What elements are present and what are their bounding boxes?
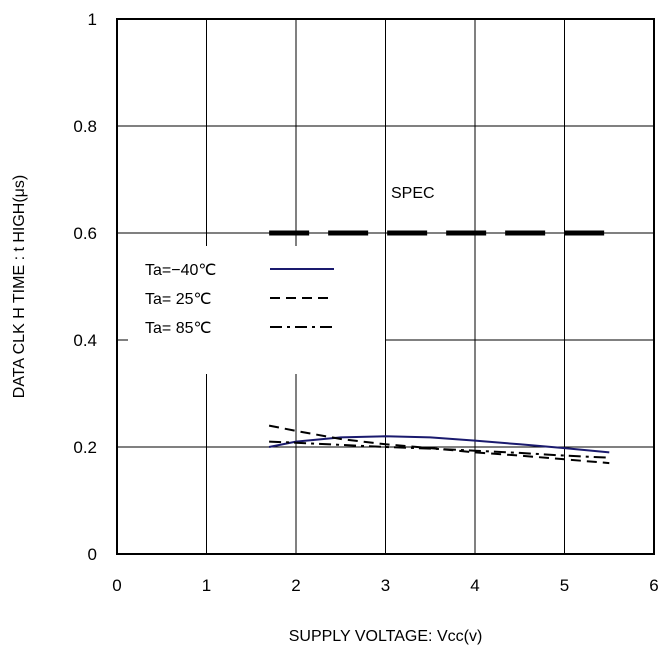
- tick-labels: 0 1 2 3 4 5 6 0 0.2 0.4 0.6 0.8 1: [73, 10, 658, 595]
- x-tick-label-1: 1: [202, 576, 211, 595]
- y-tick-label-4: 0.8: [73, 117, 97, 136]
- x-tick-label-4: 4: [470, 576, 479, 595]
- legend-label-2: Ta= 85℃: [145, 320, 211, 337]
- series-group: [268, 424, 610, 465]
- x-tick-label-3: 3: [381, 576, 390, 595]
- legend-label-0: Ta=−40℃: [145, 262, 216, 279]
- spec-annotation: SPEC: [391, 185, 435, 202]
- y-tick-label-2: 0.4: [73, 331, 97, 350]
- y-tick-label-3: 0.6: [73, 224, 97, 243]
- plot-border: [116, 18, 655, 555]
- x-tick-label-0: 0: [112, 576, 121, 595]
- series-line-0: [268, 435, 610, 454]
- x-tick-label-5: 5: [560, 576, 569, 595]
- series-line-2: [269, 440, 610, 459]
- y-axis-title: DATA CLK H TIME : t HIGH(μs): [11, 175, 28, 398]
- y-tick-label-5: 1: [88, 10, 97, 29]
- y-tick-label-1: 0.2: [73, 438, 97, 457]
- x-tick-label-2: 2: [291, 576, 300, 595]
- x-axis-title: SUPPLY VOLTAGE: Vcc(v): [289, 628, 483, 645]
- legend-label-1: Ta= 25℃: [145, 291, 211, 308]
- legend: Ta=−40℃ Ta= 25℃ Ta= 85℃: [128, 246, 385, 374]
- legend-background: [128, 246, 385, 374]
- x-tick-label-6: 6: [649, 576, 658, 595]
- y-tick-label-0: 0: [88, 545, 97, 564]
- plot-area: [116, 18, 655, 555]
